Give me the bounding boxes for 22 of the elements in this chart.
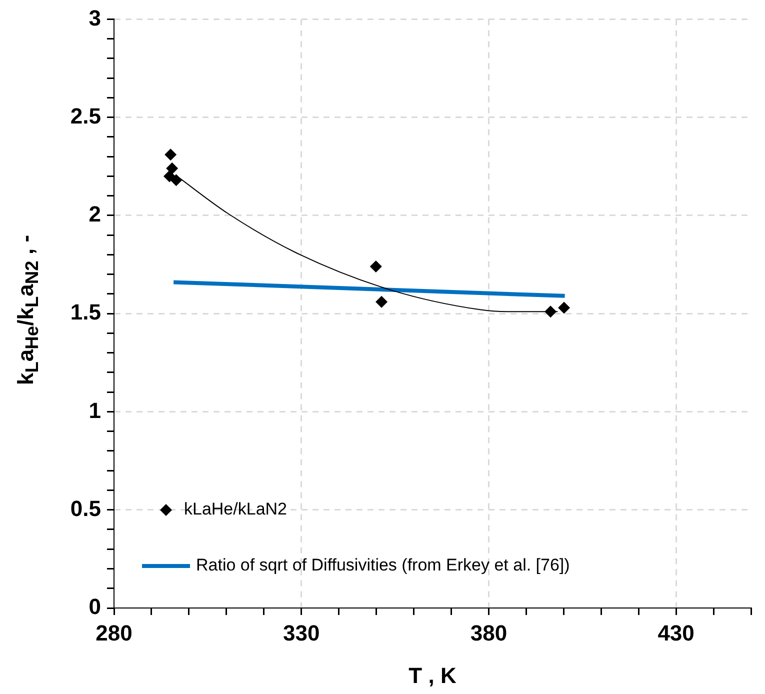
x-tick-label: 330	[282, 620, 320, 646]
x-tick-label: 430	[658, 620, 694, 646]
point	[163, 170, 176, 182]
point	[164, 148, 177, 161]
x-tick-label: 280	[96, 620, 132, 646]
y-tick-label: 0.5	[70, 496, 101, 521]
point	[376, 296, 388, 308]
y-tick-label: 1.5	[70, 300, 101, 325]
legend-label: Ratio of sqrt of Diffusivities (from Erkey et al. [76])	[196, 556, 570, 575]
y-tick-label: 3	[88, 5, 101, 30]
point	[166, 162, 178, 174]
point	[170, 174, 182, 186]
y-tick-label: 2	[88, 202, 101, 227]
point	[370, 260, 382, 272]
y-tick-label: 2.5	[70, 103, 101, 128]
y-tick-label: 1	[88, 398, 101, 423]
x-tick-label: 380	[470, 620, 508, 646]
x-axis-title: T , K	[408, 662, 456, 688]
y-tick-label: 0	[88, 594, 101, 620]
point	[558, 302, 570, 314]
legend-label: kLaHe/kLaN2	[184, 500, 288, 519]
point	[544, 306, 557, 318]
